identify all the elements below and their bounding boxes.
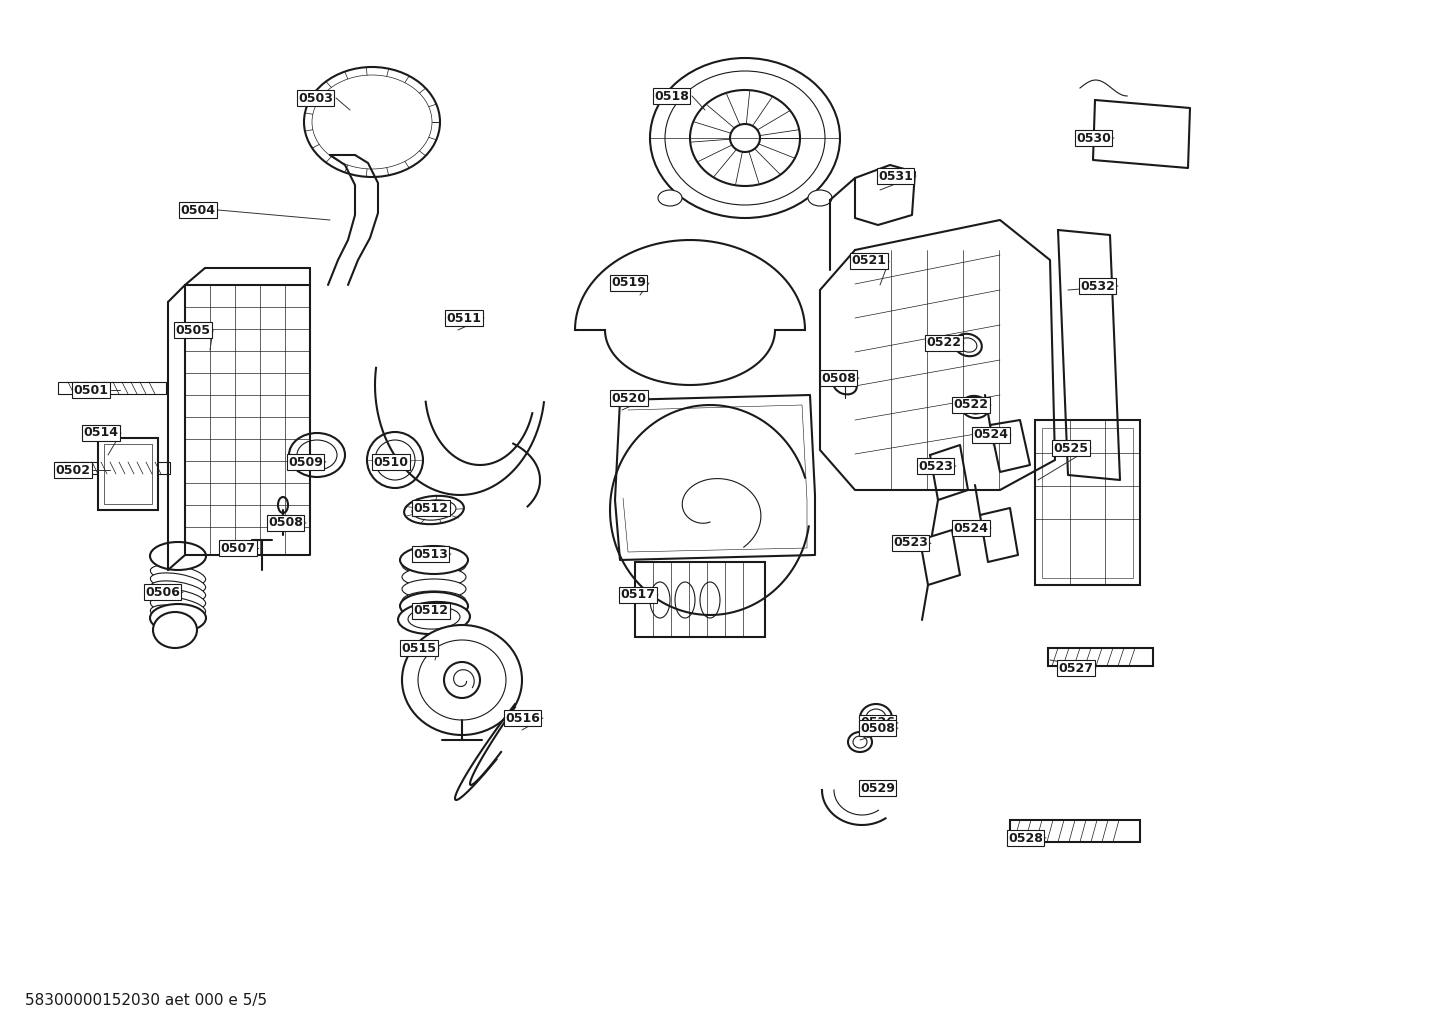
Ellipse shape	[650, 582, 671, 618]
Ellipse shape	[658, 190, 682, 206]
Ellipse shape	[399, 592, 469, 620]
Text: 58300000152030 aet 000 e 5/5: 58300000152030 aet 000 e 5/5	[25, 993, 267, 1008]
Ellipse shape	[675, 582, 695, 618]
Ellipse shape	[854, 736, 867, 748]
Ellipse shape	[150, 589, 206, 609]
Text: 0530: 0530	[1076, 131, 1110, 145]
Ellipse shape	[150, 604, 206, 632]
Text: 0513: 0513	[412, 547, 448, 560]
Text: 0516: 0516	[505, 711, 539, 725]
Text: 0518: 0518	[655, 90, 689, 103]
Ellipse shape	[150, 573, 206, 593]
Bar	[634, 562, 766, 637]
Ellipse shape	[730, 124, 760, 152]
Bar	[104, 444, 151, 504]
Ellipse shape	[150, 565, 206, 585]
Ellipse shape	[402, 625, 522, 735]
Ellipse shape	[699, 582, 720, 618]
Ellipse shape	[408, 607, 460, 629]
Ellipse shape	[412, 500, 456, 520]
Ellipse shape	[960, 396, 989, 418]
Text: 0531: 0531	[878, 169, 913, 182]
Text: 0519: 0519	[611, 276, 646, 289]
Ellipse shape	[297, 440, 337, 470]
Ellipse shape	[150, 581, 206, 601]
Text: 0510: 0510	[373, 455, 408, 469]
Text: 0515: 0515	[401, 642, 435, 654]
Text: 0505: 0505	[174, 323, 211, 336]
Text: 0512: 0512	[412, 604, 448, 618]
Text: 0508: 0508	[268, 517, 303, 530]
Ellipse shape	[150, 542, 206, 570]
Text: 0527: 0527	[1058, 661, 1093, 675]
Ellipse shape	[848, 732, 872, 752]
Text: 0532: 0532	[1080, 279, 1115, 292]
Text: 0525: 0525	[1053, 441, 1089, 454]
Text: 0502: 0502	[55, 464, 89, 477]
Ellipse shape	[955, 334, 982, 357]
Text: 0504: 0504	[180, 204, 215, 216]
Text: 0520: 0520	[611, 391, 646, 405]
Text: 0506: 0506	[146, 586, 180, 598]
Ellipse shape	[399, 546, 469, 574]
Text: 0524: 0524	[973, 429, 1008, 441]
Ellipse shape	[966, 399, 983, 414]
Bar	[58, 382, 166, 394]
Ellipse shape	[375, 440, 415, 480]
Ellipse shape	[867, 709, 885, 727]
Ellipse shape	[398, 602, 470, 634]
Text: 0503: 0503	[298, 92, 333, 105]
Ellipse shape	[859, 704, 893, 732]
Text: 0501: 0501	[74, 383, 108, 396]
Text: 0508: 0508	[820, 372, 857, 384]
Ellipse shape	[150, 597, 206, 618]
Text: 0511: 0511	[446, 312, 482, 324]
Text: 0517: 0517	[620, 589, 655, 601]
Text: 0507: 0507	[221, 541, 255, 554]
Ellipse shape	[808, 190, 832, 206]
Ellipse shape	[665, 71, 825, 205]
Text: 0526: 0526	[859, 716, 895, 730]
Text: 0522: 0522	[953, 398, 988, 412]
Bar	[1035, 420, 1141, 585]
Text: 0522: 0522	[926, 336, 960, 350]
Ellipse shape	[150, 605, 206, 625]
Ellipse shape	[304, 67, 440, 177]
Ellipse shape	[959, 338, 976, 353]
Bar	[55, 462, 170, 474]
Ellipse shape	[278, 497, 288, 513]
Ellipse shape	[691, 90, 800, 186]
Ellipse shape	[418, 640, 506, 720]
Text: 0523: 0523	[893, 536, 927, 549]
Ellipse shape	[404, 496, 464, 524]
Bar	[1009, 820, 1141, 842]
Ellipse shape	[153, 612, 198, 648]
Text: 0521: 0521	[851, 255, 885, 268]
Bar	[1048, 648, 1154, 666]
Text: 0528: 0528	[1008, 832, 1043, 845]
Ellipse shape	[833, 376, 857, 394]
Ellipse shape	[402, 591, 466, 611]
Bar	[1043, 428, 1133, 578]
Text: 0529: 0529	[859, 782, 895, 795]
Ellipse shape	[402, 567, 466, 587]
Text: 0524: 0524	[953, 522, 988, 535]
Text: 0508: 0508	[859, 721, 895, 735]
Ellipse shape	[368, 432, 423, 488]
Ellipse shape	[402, 579, 466, 599]
Text: 0512: 0512	[412, 501, 448, 515]
Text: 0509: 0509	[288, 455, 323, 469]
Text: 0514: 0514	[84, 427, 118, 439]
Ellipse shape	[650, 58, 841, 218]
Ellipse shape	[444, 662, 480, 698]
Text: 0523: 0523	[919, 460, 953, 473]
Ellipse shape	[402, 555, 466, 575]
Bar	[98, 438, 159, 510]
Ellipse shape	[311, 75, 433, 169]
Ellipse shape	[288, 433, 345, 477]
